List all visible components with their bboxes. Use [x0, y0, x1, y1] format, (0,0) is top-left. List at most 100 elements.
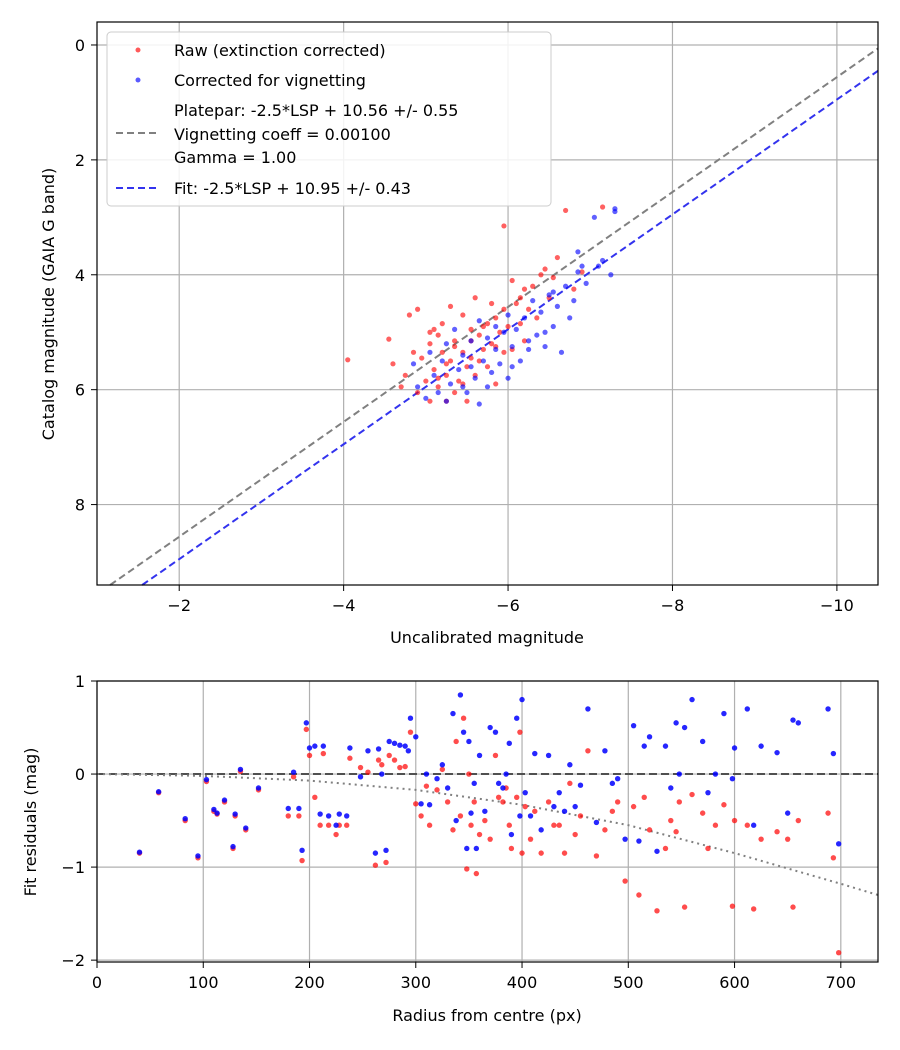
raw-residual-point	[476, 831, 483, 838]
raw-residual-point	[517, 729, 523, 735]
raw-residual-point	[434, 787, 440, 793]
corrected-point	[534, 332, 540, 338]
raw-point	[447, 303, 454, 309]
corrected-residual-point	[418, 801, 424, 807]
legend: Raw (extinction corrected) Corrected for…	[106, 31, 552, 207]
raw-residual-point	[556, 822, 562, 828]
raw-residual-point	[784, 836, 791, 842]
corrected-residual-point	[622, 836, 628, 842]
raw-residual-point	[296, 813, 302, 819]
raw-point	[521, 338, 528, 344]
raw-residual-point	[506, 822, 512, 828]
raw-residual-point	[391, 757, 398, 763]
raw-point	[390, 361, 396, 367]
raw-residual-point	[386, 752, 392, 759]
raw-residual-point	[464, 866, 470, 872]
raw-residual-point	[344, 822, 350, 828]
corrected-residual-point	[285, 805, 291, 812]
corrected-point	[513, 326, 519, 332]
corrected-residual-point	[439, 762, 446, 768]
corrected-residual-point	[784, 810, 791, 816]
corrected-residual-point	[721, 710, 727, 717]
corrected-residual-point	[386, 738, 392, 745]
corrected-residual-point	[681, 724, 688, 731]
corrected-point	[521, 315, 528, 321]
bottom-chart: 0 100 200 300 400 500 600 700 1 0 −1 −2 Radius from…	[21, 672, 879, 1025]
raw-residual-point	[676, 799, 682, 805]
bottom-y-tick-label: −2	[61, 951, 85, 970]
raw-residual-point	[572, 831, 578, 838]
raw-residual-point	[551, 822, 557, 828]
raw-residual-point	[532, 808, 538, 814]
corrected-point	[505, 375, 511, 381]
corrected-residual-point	[407, 715, 414, 721]
corrected-residual-point	[689, 696, 695, 703]
raw-point	[402, 372, 408, 378]
corrected-point	[439, 358, 445, 364]
bottom-reference-lines	[96, 773, 879, 896]
raw-point	[538, 272, 544, 278]
raw-residual-point	[290, 774, 297, 780]
raw-residual-point	[673, 829, 679, 835]
raw-residual-point	[585, 748, 591, 754]
corrected-point	[583, 280, 589, 286]
corrected-residual-point	[375, 746, 382, 752]
raw-residual-point	[402, 763, 408, 770]
raw-point	[468, 326, 474, 332]
corrected-residual-point	[333, 822, 339, 828]
corrected-residual-point	[290, 769, 297, 775]
raw-point	[534, 315, 540, 321]
raw-point	[480, 346, 486, 353]
raw-residual-point	[450, 827, 456, 833]
top-plot-frame	[96, 21, 879, 586]
corrected-residual-point	[699, 738, 706, 745]
corrected-residual-point	[519, 696, 525, 703]
corrected-residual-point	[413, 734, 419, 740]
raw-point	[480, 323, 486, 330]
corrected-point	[608, 272, 614, 278]
raw-point	[484, 321, 491, 327]
raw-residual-point	[482, 817, 488, 824]
raw-point	[501, 306, 507, 312]
raw-residual-point	[495, 794, 502, 801]
raw-residual-point	[758, 836, 764, 842]
raw-point	[517, 295, 523, 301]
vignetting-model-curve	[96, 773, 879, 896]
raw-residual-point	[609, 808, 616, 814]
corrected-residual-point	[495, 780, 502, 787]
corrected-residual-point	[712, 771, 719, 777]
raw-residual-point	[418, 813, 424, 819]
corrected-point	[464, 389, 470, 396]
raw-residual-point	[317, 822, 323, 828]
corrected-residual-point	[646, 734, 653, 740]
corrected-point	[509, 343, 515, 350]
legend-platepar-line1: Platepar: -2.5*LSP + 10.56 +/- 0.55	[174, 101, 458, 120]
corrected-residual-point	[476, 752, 483, 759]
corrected-point	[476, 401, 482, 407]
raw-residual-point	[835, 949, 842, 956]
raw-point	[563, 207, 569, 214]
raw-residual-point	[731, 817, 738, 824]
raw-point	[345, 357, 351, 363]
bottom-scatter-points	[136, 692, 842, 956]
corrected-residual-point	[365, 748, 371, 754]
raw-point	[497, 329, 503, 335]
corrected-point	[484, 335, 491, 341]
corrected-point	[579, 263, 585, 269]
corrected-residual-point	[347, 745, 353, 751]
bottom-y-tick-label: 1	[75, 672, 85, 691]
corrected-point	[546, 292, 552, 298]
bottom-axis-ticks: 0 100 200 300 400 500 600 700 1 0 −1 −2	[61, 672, 856, 992]
corrected-residual-point	[426, 802, 433, 808]
raw-residual-point	[527, 836, 534, 842]
corrected-residual-point	[214, 810, 220, 816]
raw-point	[386, 336, 392, 342]
raw-residual-point	[744, 822, 751, 828]
raw-residual-point	[593, 853, 600, 859]
raw-point	[419, 355, 425, 361]
corrected-residual-point	[492, 729, 499, 735]
corrected-point	[493, 346, 499, 353]
raw-residual-point	[699, 810, 706, 816]
